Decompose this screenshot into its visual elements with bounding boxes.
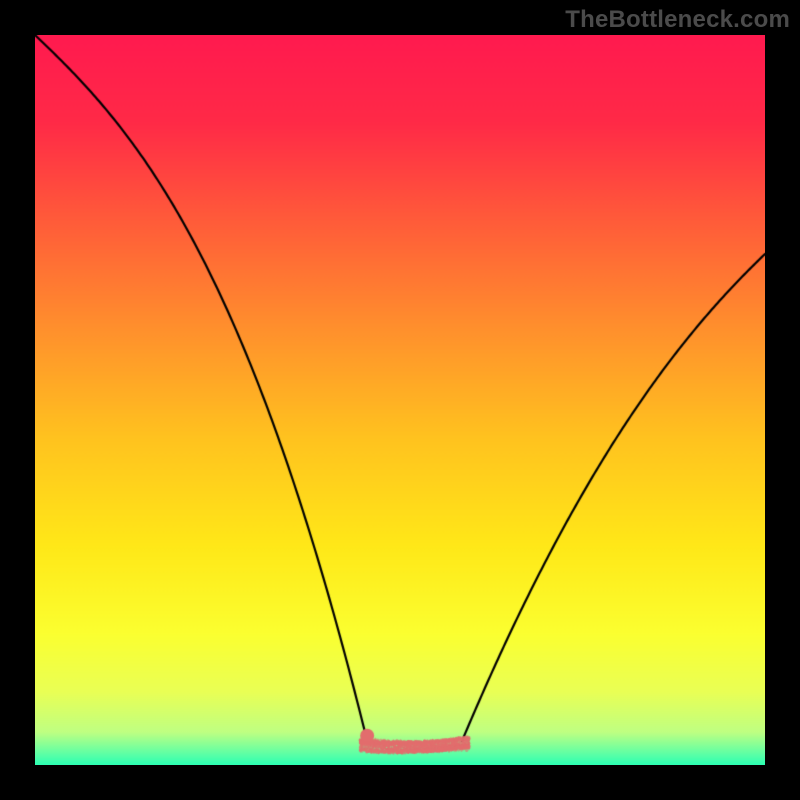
chart-canvas [35,35,765,765]
stage: TheBottleneck.com [0,0,800,800]
watermark-text: TheBottleneck.com [565,6,790,34]
plot-area [35,35,765,765]
